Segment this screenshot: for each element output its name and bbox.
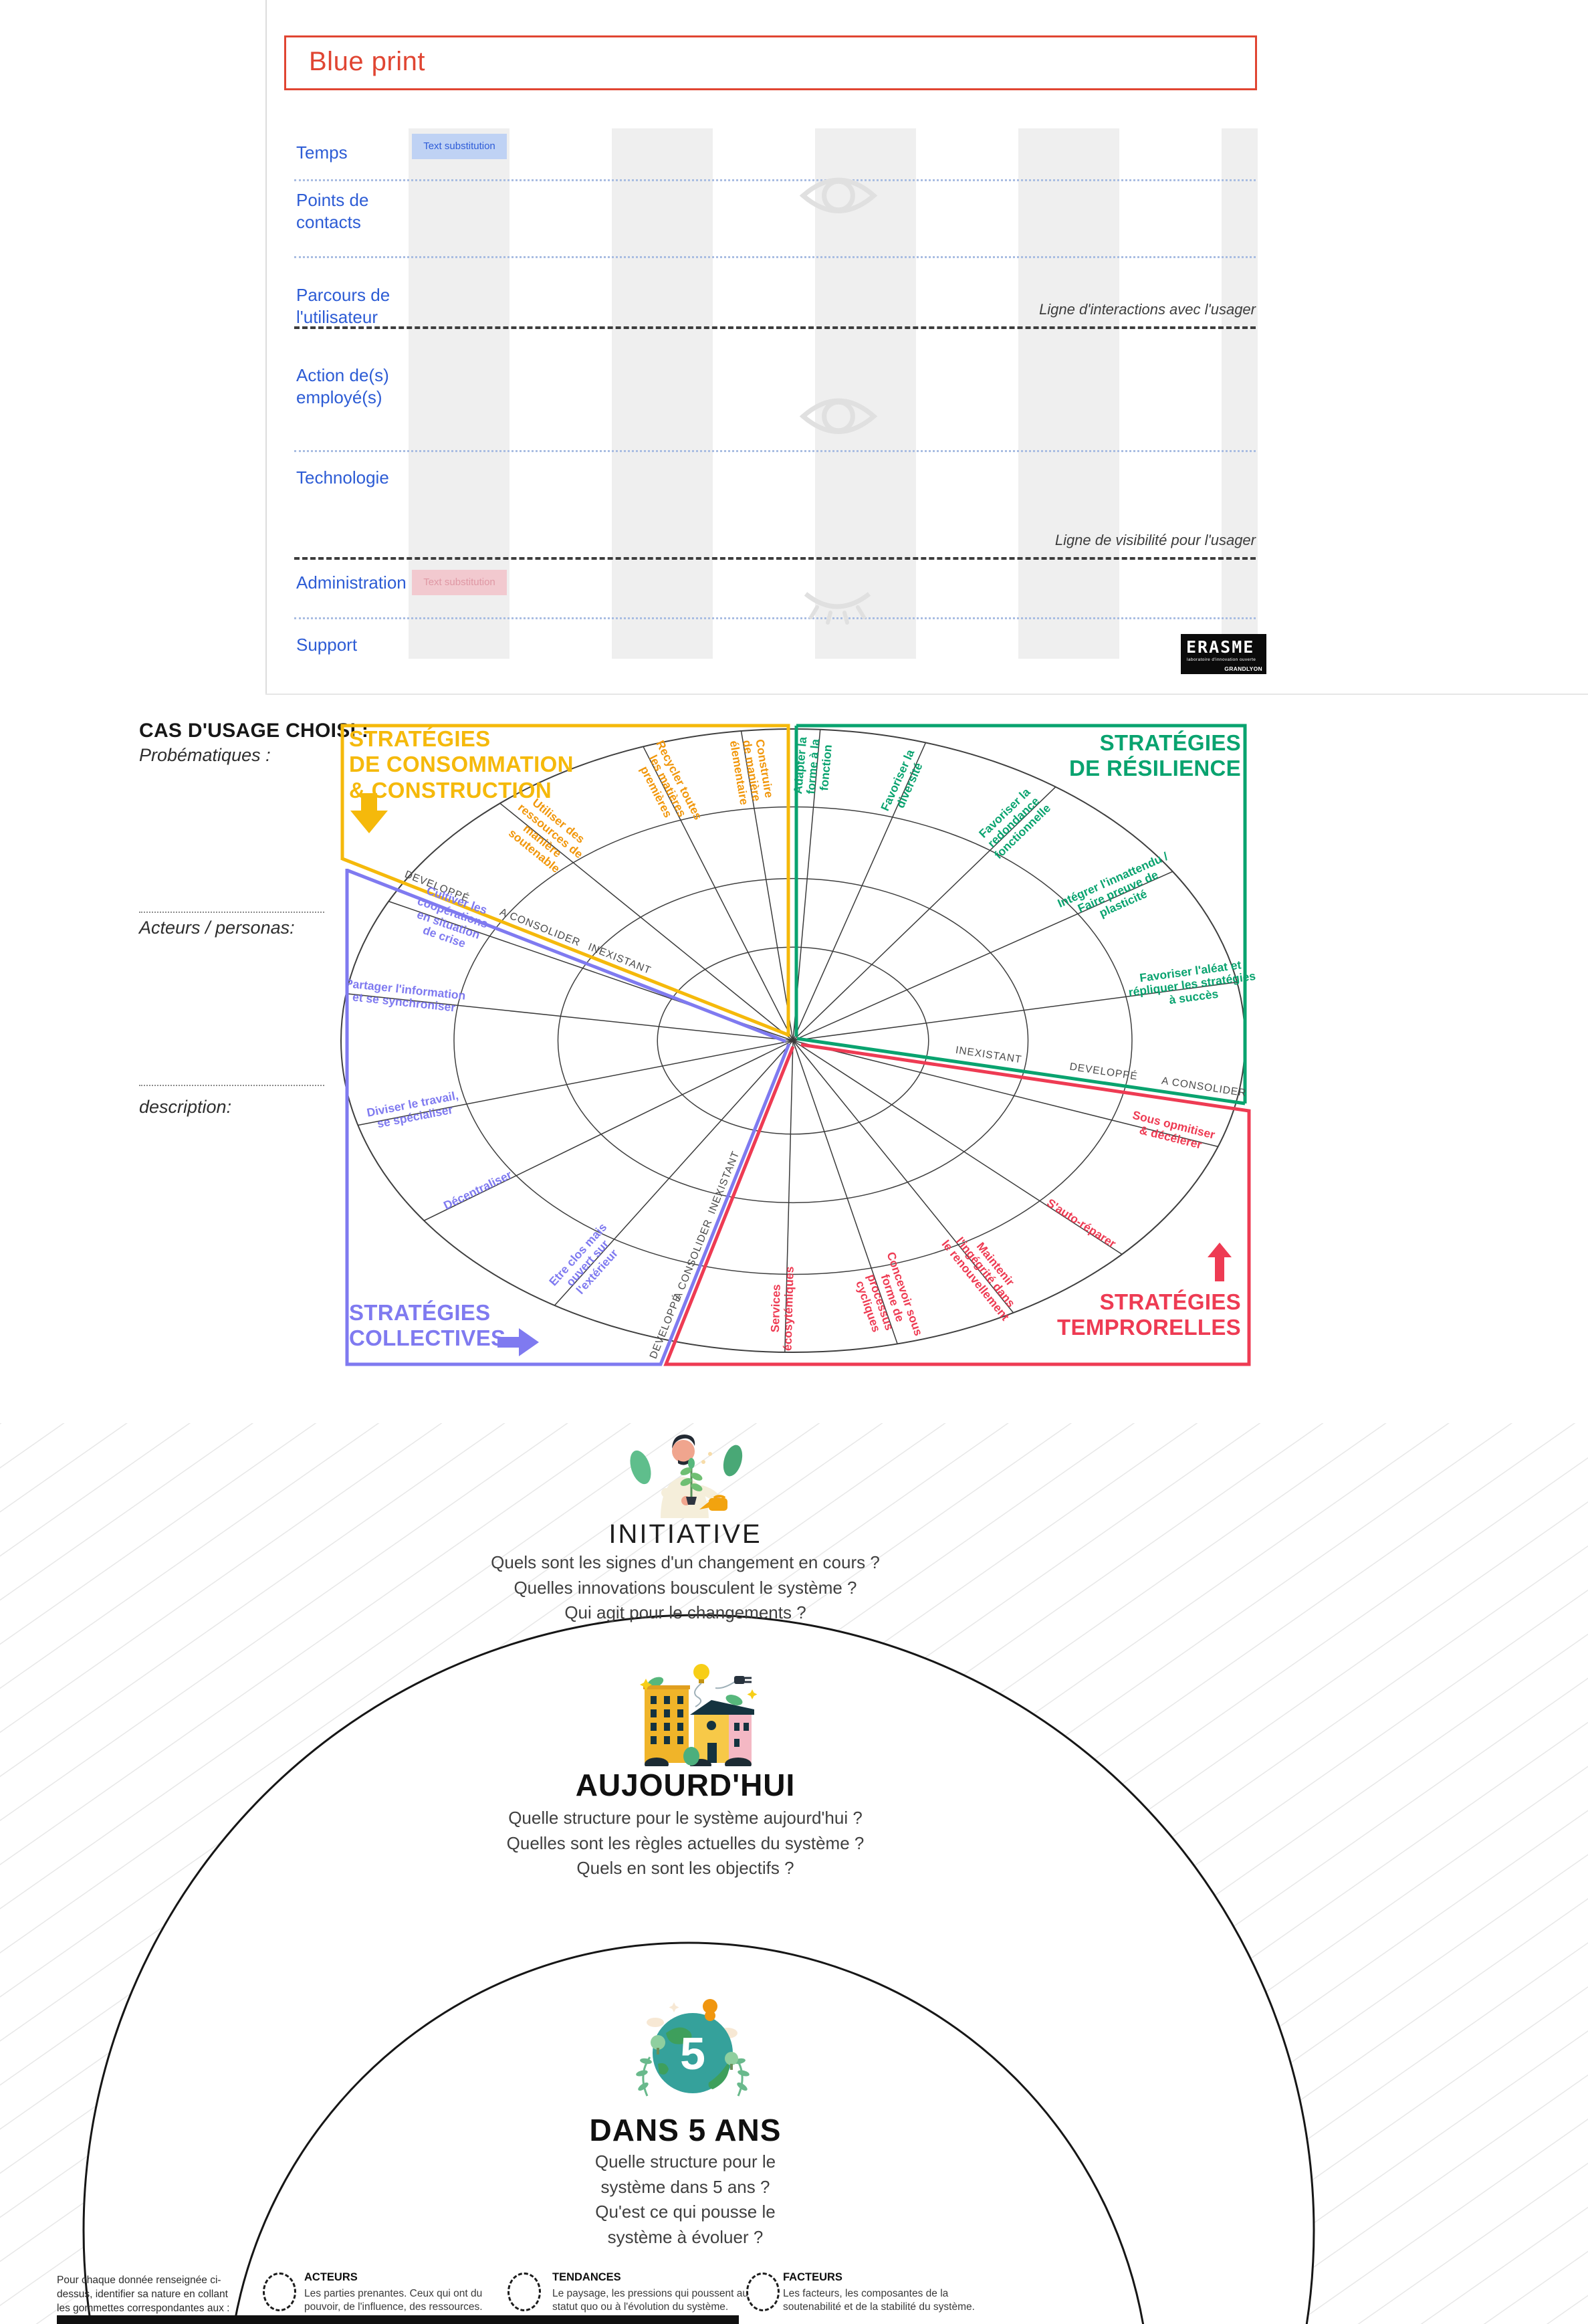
legend-tendances-text: Le paysage, les pressions qui poussent a… <box>552 2288 748 2313</box>
problems-label: Probématiques : <box>139 745 271 765</box>
actors-label: Acteurs / personas: <box>139 918 295 938</box>
visibility-line-label: Ligne de visibilité pour l'usager <box>1054 532 1256 548</box>
blueprint-row-points-de-contacts: Points de contacts <box>296 190 369 232</box>
row-separator-dotted <box>294 256 1256 258</box>
blueprint-column-band <box>1018 128 1119 659</box>
closed-eye-icon <box>802 587 873 629</box>
quadrant-title-resilience: STRATÉGIES DE RÉSILIENCE <box>1069 730 1241 781</box>
down-arrow-icon <box>350 793 388 837</box>
horizon-map: INITIATIVE Quels sont les signes d'un ch… <box>0 1423 1588 2324</box>
today-questions: Quelle structure pour le système aujourd… <box>506 1808 865 1879</box>
quadrant-title-consommation: STRATÉGIES DE CONSOMMATION & CONSTRUCTION <box>349 726 574 803</box>
row-separator-dotted <box>294 179 1256 181</box>
spoke-label: Servicesécosytémiques <box>768 1266 796 1352</box>
legend-intro: Pour chaque donnée renseignée ci-dessus,… <box>57 2275 230 2314</box>
gommette-circle-acteurs[interactable] <box>263 2273 296 2311</box>
bottom-black-bar <box>57 2315 739 2324</box>
spoke-label: Partager l'informationet se synchroniser <box>343 976 466 1015</box>
blueprint-row-parcours: Parcours de l'utilisateur <box>296 285 390 327</box>
level-label: A CONSOLIDER <box>498 906 582 948</box>
use-case-separator <box>139 912 324 913</box>
spoke-label: Sous opmitiser& décélerer <box>1128 1108 1216 1154</box>
legend-acteurs-title: ACTEURS <box>304 2271 358 2283</box>
spoke-label: Cultiver lescoopérationsen situationde c… <box>407 882 493 955</box>
blueprint-title-box: Blue print <box>284 35 1257 90</box>
spoke-label: Favoriser l'aléat etrépliquer les straté… <box>1126 956 1258 1012</box>
blueprint-column-band <box>815 128 916 659</box>
blueprint-panel-border-bottom <box>265 694 1588 695</box>
interaction-line-label: Ligne d'interactions avec l'usager <box>1039 301 1256 318</box>
five-years-questions: Quelle structure pour le système dans 5 a… <box>594 2151 776 2248</box>
interaction-line <box>294 326 1256 329</box>
description-label: description: <box>139 1097 232 1117</box>
use-case-heading: CAS D'USAGE CHOISI : <box>139 720 369 742</box>
quadrant-title-collectives: STRATÉGIES COLLECTIVES <box>349 1300 506 1351</box>
gommette-circle-facteurs[interactable] <box>746 2273 780 2311</box>
today-illustration <box>637 1663 760 1771</box>
visibility-line <box>294 557 1256 560</box>
blueprint-column-band <box>1222 128 1258 659</box>
spoke-label: Décentraliser <box>441 1168 514 1212</box>
spoke-label: Construirede manièreélementaire <box>727 735 777 806</box>
use-case-separator <box>139 1085 324 1086</box>
blueprint-row-administration: Administration <box>296 572 407 593</box>
spoke-label: Adapter laforme à lafonction <box>791 736 835 797</box>
horizon-background <box>0 1423 1588 2324</box>
spoke-label: S'auto-réparer <box>1044 1196 1119 1251</box>
five-years-illustration: 5 <box>634 1994 751 2108</box>
spoke-label: Recycler toutesles matièrespremières <box>631 738 705 834</box>
legend-facteurs-title: FACTEURS <box>783 2271 842 2283</box>
eye-icon <box>798 163 879 231</box>
spoke-label: Intégrer l'innattendu /Faire preuve depl… <box>1056 849 1181 934</box>
blueprint-panel-border-left <box>265 0 267 694</box>
blueprint-title: Blue print <box>309 47 425 76</box>
eye-icon <box>798 383 879 452</box>
blueprint-row-action-employes: Action de(s) employé(s) <box>296 365 389 407</box>
today-title: AUJOURD'HUI <box>575 1768 796 1802</box>
legend-tendances-title: TENDANCES <box>552 2271 621 2283</box>
erasme-logo-subtitle: laboratoire d'innovation ouverte <box>1187 657 1256 662</box>
spoke-label: Etre clos maisouvert surl'extérieur <box>546 1221 629 1306</box>
gommette-circle-tendances[interactable] <box>507 2273 541 2311</box>
right-arrow-icon <box>497 1328 539 1360</box>
initiative-questions: Quels sont les signes d'un changement en… <box>491 1552 880 1623</box>
text-substitution-chip-pink[interactable]: Text substitution <box>412 570 507 596</box>
erasme-logo: ERASME laboratoire d'innovation ouverte … <box>1181 634 1266 674</box>
level-label: A CONSOLIDER <box>1161 1075 1247 1099</box>
initiative-illustration <box>622 1429 749 1525</box>
grandlyon-brand: GRANDLYON <box>1224 665 1262 672</box>
spoke-label: Favoriser laredondancefonctionnelle <box>974 782 1053 861</box>
text-substitution-chip-blue[interactable]: Text substitution <box>412 134 507 160</box>
blueprint-row-temps: Temps <box>296 142 348 163</box>
spoke-label: Diviser le travail,se spécialiser <box>366 1089 462 1132</box>
legend-facteurs-text: Les facteurs, les composantes de la sout… <box>783 2288 975 2313</box>
blueprint-column-band <box>612 128 713 659</box>
five-years-dome-arc <box>233 1941 1144 2324</box>
blueprint-row-support: Support <box>296 635 358 655</box>
blueprint-row-technologie: Technologie <box>296 467 389 488</box>
initiative-title: INITIATIVE <box>608 1519 762 1549</box>
erasme-logo-name: ERASME <box>1186 637 1255 657</box>
legend-acteurs-text: Les parties prenantes. Ceux qui ont du p… <box>304 2288 483 2313</box>
up-arrow-icon <box>1208 1243 1232 1285</box>
svg-text:5: 5 <box>680 2028 705 2079</box>
row-separator-dotted <box>294 450 1256 452</box>
row-separator-dotted <box>294 617 1256 619</box>
quadrant-title-temporelles: STRATÉGIES TEMPRORELLES <box>1057 1289 1241 1340</box>
five-years-title: DANS 5 ANS <box>589 2113 782 2147</box>
